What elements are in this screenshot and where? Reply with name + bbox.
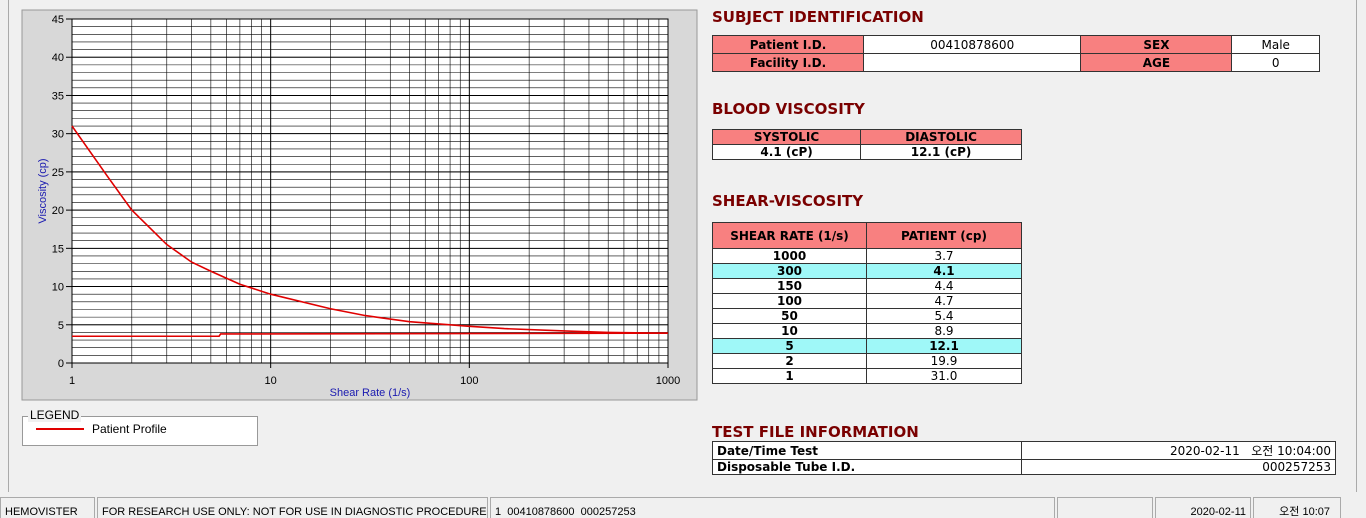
cell: 150 [712, 278, 867, 294]
subject-table: Patient I.D. 00410878600 SEX Male Facility … [712, 35, 1320, 72]
y-tick-label: 5 [58, 320, 64, 332]
y-tick-label: 10 [52, 282, 64, 294]
table-row: 1000 3.7 [712, 248, 1022, 264]
frame-right [1356, 0, 1357, 492]
cell: SHEAR RATE (1/s) [712, 222, 867, 249]
table-row: 100 4.7 [712, 293, 1022, 309]
cell: 000257253 [1021, 459, 1336, 475]
cell: 5 [712, 338, 867, 354]
cell: 4.7 [866, 293, 1022, 309]
cell: Male [1231, 35, 1320, 54]
cell: 4.1 [866, 263, 1022, 279]
x-tick-label: 100 [460, 375, 478, 387]
section-title: SUBJECT IDENTIFICATION [712, 8, 924, 26]
cell: Patient I.D. [712, 35, 864, 54]
y-axis-label: Viscosity (cp) [37, 158, 49, 223]
cell: 50 [712, 308, 867, 324]
legend: Patient Profile [36, 422, 167, 436]
data-line [72, 332, 669, 338]
cell: 1 [712, 368, 867, 384]
y-tick-label: 20 [52, 205, 64, 217]
cell: 100 [712, 293, 867, 309]
cell: DIASTOLIC [860, 129, 1022, 145]
y-tick-label: 15 [52, 243, 64, 255]
legend-label: Patient Profile [92, 422, 167, 436]
legend-title: LEGEND [28, 408, 82, 422]
cell: 10 [712, 323, 867, 339]
cell: 0 [1231, 53, 1320, 72]
cell: AGE [1080, 53, 1233, 72]
cell: 1000 [712, 248, 867, 264]
table-row: 2 19.9 [712, 353, 1022, 369]
test-file-table: Date/Time Test 2020-02-11 오전 10:04:00 Dis… [712, 441, 1336, 475]
status-cell: HEMOVISTER [0, 497, 95, 518]
x-axis-label: Shear Rate (1/s) [330, 387, 411, 399]
y-tick-label: 45 [52, 14, 64, 26]
cell: Date/Time Test [712, 441, 1022, 460]
status-cell: 1 00410878600 000257253 [490, 497, 1055, 518]
cell: 12.1 [866, 338, 1022, 354]
section-title: TEST FILE INFORMATION [712, 423, 919, 441]
plot-area [71, 18, 669, 364]
cell: 19.9 [866, 353, 1022, 369]
table-row: 150 4.4 [712, 278, 1022, 294]
cell: 2020-02-11 오전 10:04:00 [1021, 441, 1336, 460]
table-row: 50 5.4 [712, 308, 1022, 324]
frame-left [8, 0, 9, 492]
cell: Facility I.D. [712, 53, 864, 72]
y-tick-label: 40 [52, 52, 64, 64]
cell [862, 53, 1082, 72]
y-tick-label: 25 [52, 167, 64, 179]
status-cell: 오전 10:07 [1253, 497, 1341, 518]
y-tick-label: 35 [52, 90, 64, 102]
x-tick-label: 1000 [656, 375, 680, 387]
cell: 00410878600 [862, 35, 1082, 54]
cell: 4.1 (cP) [711, 144, 862, 160]
data-line [71, 125, 669, 334]
shear-table: SHEAR RATE (1/s) PATIENT (cp) 1000 3.7 300 4… [712, 222, 1022, 384]
cell: 300 [712, 263, 867, 279]
cell: 31.0 [866, 368, 1022, 384]
table-row: 300 4.1 [712, 263, 1022, 279]
cell: SYSTOLIC [711, 129, 862, 145]
status-cell: 2020-02-11 [1155, 497, 1251, 518]
table-row: 5 12.1 [712, 338, 1022, 354]
y-tick-label: 30 [52, 129, 64, 141]
legend-entry: Patient Profile [36, 422, 167, 436]
cell: 8.9 [866, 323, 1022, 339]
cell: 12.1 (cP) [860, 144, 1022, 160]
cell: SEX [1080, 35, 1233, 54]
status-cell: FOR RESEARCH USE ONLY: NOT FOR USE IN DI… [97, 497, 488, 518]
status-cell [1057, 497, 1153, 518]
cell: 2 [712, 353, 867, 369]
blood-table: SYSTOLIC DIASTOLIC 4.1 (cP) 12.1 (cP) [711, 129, 1022, 160]
table-row: 1 31.0 [712, 368, 1022, 384]
section-title: BLOOD VISCOSITY [712, 100, 865, 118]
x-tick-label: 1 [69, 375, 75, 387]
cell: PATIENT (cp) [866, 222, 1022, 249]
table-row: 10 8.9 [712, 323, 1022, 339]
cell: 4.4 [866, 278, 1022, 294]
cell: 5.4 [866, 308, 1022, 324]
cell: Disposable Tube I.D. [712, 459, 1022, 475]
chart: Viscosity (cp) Shear Rate (1/s) 0 5 10 15 20… [21, 9, 698, 401]
cell: 3.7 [866, 248, 1022, 264]
section-title: SHEAR-VISCOSITY [712, 192, 864, 210]
y-tick-label: 0 [58, 358, 64, 370]
x-tick-label: 10 [265, 375, 277, 387]
legend-swatch [36, 428, 84, 430]
